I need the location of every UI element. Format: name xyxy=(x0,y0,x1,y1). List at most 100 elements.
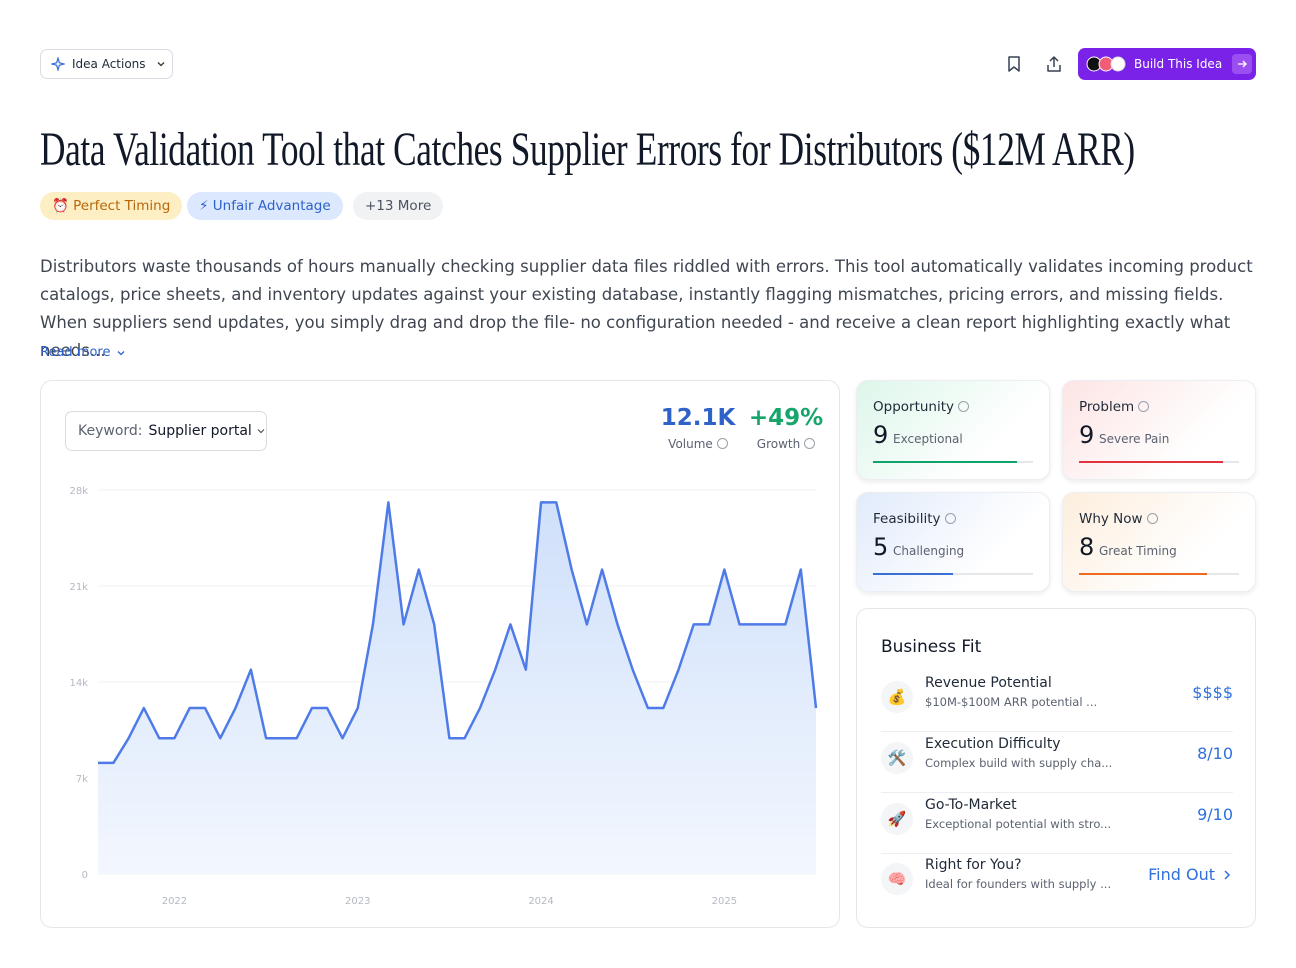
score-name: Problem xyxy=(1079,399,1150,415)
score-track xyxy=(873,573,1033,575)
fit-rows: 💰 Revenue Potential $10M-$100M ARR poten… xyxy=(857,669,1257,919)
trend-line xyxy=(98,501,818,765)
fit-name: Right for You? xyxy=(925,857,1022,873)
x-tick-label: 2023 xyxy=(345,896,370,907)
x-tick-label: 2022 xyxy=(162,896,187,907)
read-more[interactable]: Read more xyxy=(40,345,126,360)
chevron-right xyxy=(1224,870,1231,880)
idea-title: Data Validation Tool that Catches Suppli… xyxy=(40,123,1135,176)
fit-value: 8/10 xyxy=(1197,744,1233,763)
keyword-label: Keyword: xyxy=(78,423,143,439)
volume-label-text: Volume xyxy=(668,437,713,451)
fit-icon: 🚀 xyxy=(881,803,913,835)
chevron xyxy=(118,350,125,355)
growth-stat: +49% Growth xyxy=(741,405,831,451)
score-track xyxy=(1079,573,1239,575)
score-name: Opportunity xyxy=(873,399,970,415)
score-card[interactable]: Why Now 8 Great Timing xyxy=(1062,492,1256,592)
growth-value: +49% xyxy=(748,405,824,431)
growth-label-text: Growth xyxy=(756,437,801,451)
y-tick-label: 0 xyxy=(82,870,88,881)
fit-value: $$$$ xyxy=(1192,683,1233,702)
score-label: Great Timing xyxy=(1099,544,1177,558)
business-fit-title: Business Fit xyxy=(881,637,982,657)
fit-name: Revenue Potential xyxy=(925,675,1052,691)
score-bar xyxy=(1079,573,1207,575)
y-tick-label: 7k xyxy=(76,774,88,785)
y-tick-label: 28k xyxy=(69,486,88,497)
fit-value: Find Out xyxy=(1148,865,1215,884)
idea-actions-label: Idea Actions xyxy=(72,57,146,71)
growth-label: Growth xyxy=(741,437,831,451)
volume-stat: 12.1K Volume xyxy=(653,405,743,451)
fit-detail: Exceptional potential with stro... xyxy=(925,817,1112,831)
keyword-select[interactable]: Keyword: Supplier portal xyxy=(65,411,267,451)
fit-detail: Ideal for founders with supply ... xyxy=(925,877,1112,891)
description: Distributors waste thousands of hours ma… xyxy=(40,257,1253,360)
fit-detail: $10M-$100M ARR potential ... xyxy=(925,695,1098,709)
fit-row[interactable]: 🚀 Go-To-Market Exceptional potential wit… xyxy=(881,793,1233,854)
score-bar xyxy=(873,573,953,575)
score-name: Why Now xyxy=(1079,511,1158,527)
tag[interactable]: +13 More xyxy=(353,192,444,220)
read-more-label: Read more xyxy=(40,345,111,360)
score-name-text: Why Now xyxy=(1079,511,1143,527)
fit-name: Go-To-Market xyxy=(925,797,1017,813)
score-card[interactable]: Feasibility 5 Challenging xyxy=(856,492,1050,592)
volume-value: 12.1K xyxy=(660,405,736,431)
tag[interactable]: ⚡ Unfair Advantage xyxy=(187,192,343,220)
score-track xyxy=(1079,461,1239,463)
arrow-box xyxy=(1232,54,1253,74)
score-bar xyxy=(1079,461,1223,463)
score-name-text: Opportunity xyxy=(873,399,955,415)
keyword-value: Supplier portal xyxy=(148,423,252,439)
score-name-text: Problem xyxy=(1079,399,1135,415)
fit-value: 9/10 xyxy=(1197,805,1233,824)
info-icon xyxy=(1138,401,1150,412)
fit-icon: 🧠 xyxy=(881,863,913,895)
build-label: Build This Idea xyxy=(1134,57,1223,71)
x-tick-label: 2024 xyxy=(528,896,553,907)
info-icon xyxy=(1146,513,1158,524)
fit-icon: 💰 xyxy=(881,681,913,713)
share-icon[interactable] xyxy=(1044,54,1064,74)
score-name-text: Feasibility xyxy=(873,511,941,527)
info-icon xyxy=(716,438,728,449)
score-value: 9 xyxy=(873,421,889,449)
score-bar xyxy=(873,461,1017,463)
fit-name: Execution Difficulty xyxy=(925,736,1061,752)
arrow-icon xyxy=(1238,60,1248,68)
fit-icon: 🛠️ xyxy=(881,742,913,774)
x-tick-label: 2025 xyxy=(712,896,737,907)
info-icon xyxy=(958,401,970,412)
score-card[interactable]: Problem 9 Severe Pain xyxy=(1062,380,1256,480)
idea-actions-button[interactable]: Idea Actions xyxy=(40,49,173,79)
score-name: Feasibility xyxy=(873,511,956,527)
tag[interactable]: ⏰ Perfect Timing xyxy=(40,192,183,220)
fit-row[interactable]: 🧠 Right for You? Ideal for founders with… xyxy=(881,853,1233,914)
fit-row[interactable]: 💰 Revenue Potential $10M-$100M ARR poten… xyxy=(881,671,1233,732)
business-fit-card: Business Fit 💰 Revenue Potential $10M-$1… xyxy=(856,608,1256,928)
score-label: Severe Pain xyxy=(1099,432,1170,446)
y-tick-label: 14k xyxy=(69,678,88,689)
fit-row[interactable]: 🛠️ Execution Difficulty Complex build wi… xyxy=(881,732,1233,793)
trend-card: Keyword: Supplier portal 12.1K Volume +4… xyxy=(40,380,840,928)
y-tick-label: 21k xyxy=(69,582,88,593)
sparkle-icon xyxy=(51,57,65,71)
score-card[interactable]: Opportunity 9 Exceptional xyxy=(856,380,1050,480)
partner-avatars xyxy=(1086,56,1126,72)
volume-label: Volume xyxy=(653,437,743,451)
build-button[interactable]: Build This Idea xyxy=(1078,48,1256,80)
info-icon xyxy=(944,513,956,524)
score-value: 5 xyxy=(873,533,889,561)
score-value: 8 xyxy=(1079,533,1095,561)
trend-chart: 0 7k 14k 21k 28k 2022 2023 2024 2025 xyxy=(69,486,818,907)
chevron xyxy=(157,62,165,67)
score-label: Exceptional xyxy=(893,432,963,446)
score-track xyxy=(873,461,1033,463)
fit-detail: Complex build with supply cha... xyxy=(925,756,1113,770)
bookmark-icon[interactable] xyxy=(1004,54,1024,74)
info-icon xyxy=(804,438,816,449)
chevron xyxy=(257,429,265,434)
